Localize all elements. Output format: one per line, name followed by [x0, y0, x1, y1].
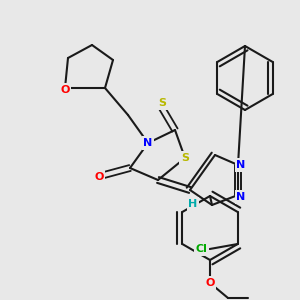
Text: S: S [181, 153, 189, 163]
Text: N: N [236, 192, 246, 202]
Text: N: N [236, 160, 246, 170]
Text: S: S [158, 98, 166, 108]
Text: Cl: Cl [196, 244, 208, 254]
Text: H: H [188, 199, 198, 209]
Text: O: O [94, 172, 104, 182]
Text: O: O [205, 278, 215, 288]
Text: O: O [60, 85, 70, 95]
Text: N: N [143, 138, 153, 148]
